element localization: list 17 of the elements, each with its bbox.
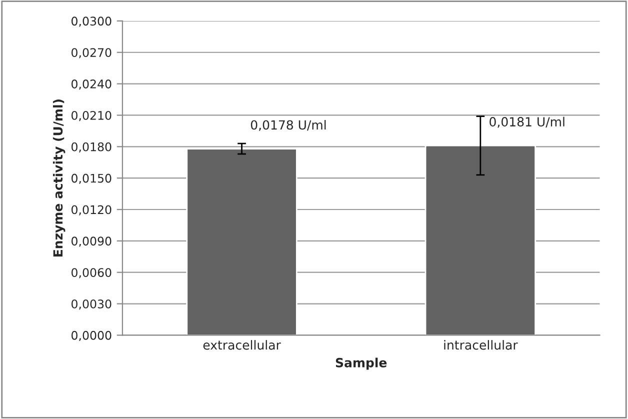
x-tick-label: intracellular: [444, 340, 518, 350]
y-axis-title: Enzyme activity (U/ml): [52, 100, 66, 257]
y-tick-label: 0,0180: [72, 142, 112, 153]
x-tick-label: extracellular: [203, 340, 281, 350]
y-tick-label: 0,0150: [72, 174, 112, 184]
y-tick-label: 0,0120: [72, 205, 112, 216]
y-tick-label: 0,0030: [72, 300, 112, 310]
data-label: 0,0178 U/ml: [250, 120, 326, 131]
y-tick-label: 0,0300: [72, 16, 112, 27]
y-tick-label: 0,0090: [72, 236, 112, 247]
y-tick-label: 0,0270: [72, 48, 112, 58]
y-tick-label: 0,0000: [72, 330, 112, 342]
y-tick-label: 0,0210: [72, 110, 112, 122]
x-axis-title: Sample: [336, 358, 387, 370]
y-tick-label: 0,0240: [72, 80, 112, 90]
y-tick-label: 0,0060: [72, 268, 112, 278]
data-label: 0,0181 U/ml: [490, 116, 564, 128]
